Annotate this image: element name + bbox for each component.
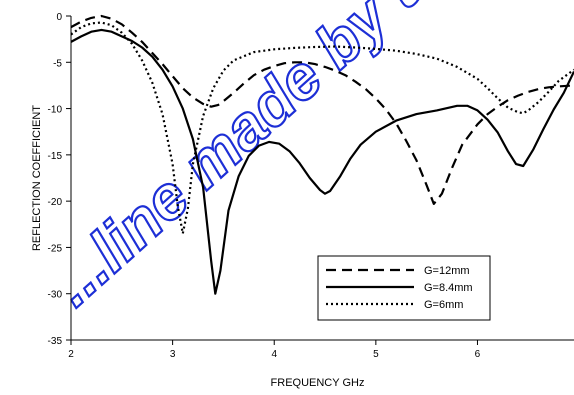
legend-label: G=8.4mm (424, 282, 473, 294)
y-tick-label: -30 (48, 290, 63, 301)
y-tick-label: -20 (48, 197, 63, 208)
y-tick-label: -25 (48, 243, 63, 254)
legend-label: G=6mm (424, 299, 463, 311)
x-tick-label: 6 (475, 349, 481, 360)
x-tick-label: 4 (271, 349, 277, 360)
y-tick-label: -5 (53, 58, 62, 69)
y-axis-title: REFLECTION COEFFICIENT (31, 105, 43, 251)
y-tick-label: -15 (48, 151, 63, 162)
y-tick-label: -10 (48, 105, 63, 116)
y-tick-label: -35 (48, 336, 63, 347)
x-axis: 2 3 4 5 6 (68, 340, 480, 360)
x-tick-label: 3 (170, 349, 176, 360)
y-tick-label: 0 (56, 12, 62, 23)
x-tick-label: 5 (373, 349, 379, 360)
x-tick-label: 2 (68, 349, 74, 360)
x-axis-title: FREQUENCY GHz (271, 377, 365, 389)
legend-label: G=12mm (424, 265, 470, 277)
legend: G=12mm G=8.4mm G=6mm (318, 256, 490, 320)
